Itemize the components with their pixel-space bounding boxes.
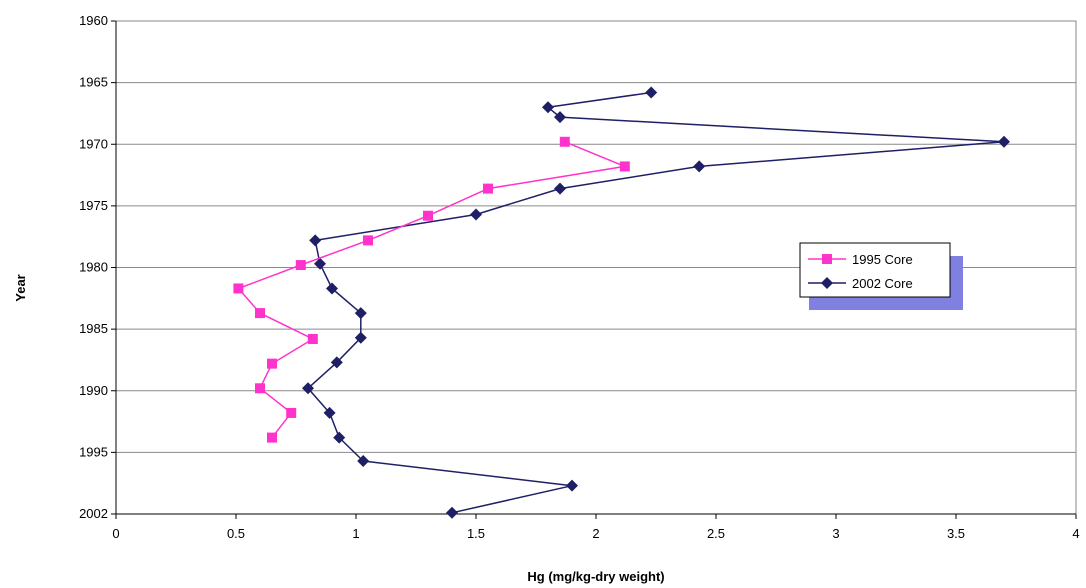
y-tick-label: 1960 — [79, 13, 108, 28]
series-1995-core — [233, 136, 630, 443]
x-tick-label: 3 — [832, 526, 839, 541]
y-tick-label: 1985 — [79, 321, 108, 336]
legend-label-2002-core: 2002 Core — [852, 276, 913, 291]
data-point-1995-core — [286, 407, 297, 418]
data-point-1995-core — [267, 432, 277, 443]
data-point-1995-core — [267, 358, 277, 369]
series-line-1995-core — [237, 141, 628, 439]
data-point-2002-core — [542, 101, 554, 114]
data-point-2002-core — [333, 431, 346, 444]
y-tick-label: 2002 — [79, 506, 108, 521]
data-point-2002-core — [323, 406, 336, 419]
data-point-1995-core — [559, 136, 570, 147]
legend-swatch-marker — [821, 277, 833, 289]
data-point-2002-core — [693, 160, 706, 173]
legend: 1995 Core 2002 Core — [799, 242, 963, 310]
x-tick-label: 1.5 — [467, 526, 485, 541]
data-point-2002-core — [326, 282, 338, 295]
data-point-2002-core — [314, 257, 326, 270]
y-tick-label: 1970 — [79, 136, 108, 151]
data-point-2002-core — [998, 135, 1010, 148]
y-tick-label: 1975 — [79, 198, 108, 213]
x-tick-label: 0.5 — [227, 526, 245, 541]
series-2002-core — [302, 86, 1010, 519]
series — [233, 86, 1010, 519]
data-point-2002-core — [309, 234, 322, 247]
x-tick-label: 1 — [352, 526, 359, 541]
data-point-1995-core — [295, 260, 306, 271]
legend-swatch-marker — [822, 254, 832, 264]
data-point-1995-core — [619, 161, 630, 172]
x-tick-label: 3.5 — [947, 526, 965, 541]
legend-box — [799, 242, 951, 298]
data-point-1995-core — [423, 210, 433, 221]
legend-label-1995-core: 1995 Core — [852, 252, 913, 267]
data-point-2002-core — [354, 307, 367, 320]
y-tick-label: 1995 — [79, 444, 108, 459]
x-tick-label: 2.5 — [707, 526, 725, 541]
data-point-1995-core — [233, 283, 244, 294]
data-point-1995-core — [255, 308, 265, 319]
data-point-1995-core — [255, 383, 265, 394]
data-point-1995-core — [307, 333, 318, 344]
y-tick-label: 1965 — [79, 75, 108, 90]
axes: 1960 1965 1970 1975 1980 1985 1990 1995 2002 0 0.5… — [79, 13, 1080, 541]
data-point-2002-core — [554, 182, 566, 195]
data-point-2002-core — [566, 479, 578, 492]
grid — [116, 82, 1076, 453]
data-point-2002-core — [357, 455, 370, 468]
y-axis-title: Year — [13, 274, 28, 301]
data-point-2002-core — [446, 506, 458, 519]
data-point-2002-core — [354, 331, 367, 344]
data-point-1995-core — [483, 183, 493, 194]
x-tick-label: 0 — [112, 526, 119, 541]
data-point-2002-core — [330, 356, 343, 369]
data-point-2002-core — [302, 382, 314, 395]
data-point-2002-core — [554, 111, 566, 124]
y-tick-label: 1990 — [79, 383, 108, 398]
x-tick-label: 2 — [592, 526, 599, 541]
data-point-2002-core — [470, 208, 482, 221]
data-point-1995-core — [363, 235, 373, 246]
y-tick-label: 1980 — [79, 260, 108, 275]
x-tick-label: 4 — [1072, 526, 1079, 541]
data-point-2002-core — [645, 86, 658, 99]
x-axis-title: Hg (mg/kg-dry weight) — [527, 569, 664, 584]
